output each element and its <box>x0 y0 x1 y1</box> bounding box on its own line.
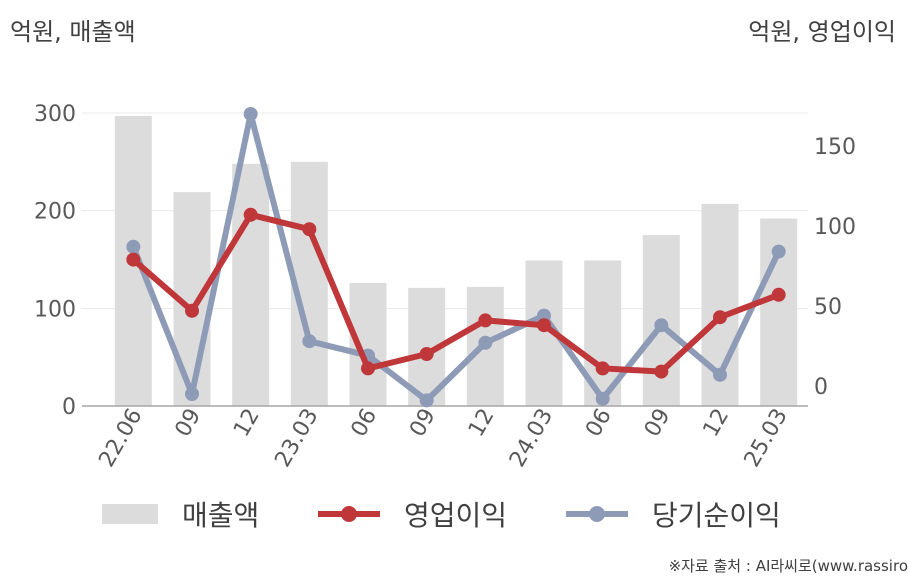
legend-swatch-revenue <box>102 504 158 524</box>
point-operating-profit <box>478 313 493 328</box>
point-net-profit <box>419 393 434 408</box>
right-tick-label: 150 <box>814 135 856 160</box>
point-operating-profit <box>361 361 375 376</box>
legend-swatch-operating-profit <box>318 504 380 524</box>
point-operating-profit <box>243 207 258 222</box>
chart-legend: 매출액 영업이익 당기순이익 <box>0 492 908 536</box>
right-tick-label: 0 <box>814 375 828 400</box>
line-net-profit <box>130 111 782 404</box>
x-tick-label: 12 <box>464 405 500 442</box>
point-net-profit <box>595 391 610 406</box>
x-tick-label: 25.03 <box>740 405 793 472</box>
point-operating-profit <box>654 364 669 379</box>
point-operating-profit <box>537 318 551 333</box>
x-tick-label: 06 <box>347 405 383 442</box>
point-operating-profit <box>302 222 317 237</box>
legend-item-operating-profit: 영업이익 <box>318 492 507 536</box>
x-tick-label: 09 <box>405 405 441 442</box>
point-net-profit <box>713 367 727 382</box>
x-tick-label: 09 <box>640 405 676 442</box>
left-tick-label: 0 <box>62 395 76 420</box>
point-operating-profit <box>771 287 786 302</box>
x-tick-label: 22.06 <box>94 405 147 472</box>
legend-item-net-profit: 당기순이익 <box>566 492 781 536</box>
legend-label-operating-profit: 영업이익 <box>404 499 508 532</box>
left-axis-unit: 억원, 매출액 <box>10 18 136 46</box>
legend-label-revenue: 매출액 <box>182 499 260 532</box>
point-operating-profit <box>419 347 434 361</box>
point-net-profit <box>537 308 551 323</box>
point-net-profit <box>654 318 669 333</box>
right-tick-label: 100 <box>814 215 856 240</box>
point-net-profit <box>478 335 493 350</box>
line-operating-profit <box>130 211 782 375</box>
point-operating-profit <box>595 361 610 376</box>
source-note: ※자료 출처 : AI라씨로(www.rassiro <box>668 557 908 575</box>
x-tick-label: 24.03 <box>505 405 558 472</box>
x-tick-label: 12 <box>229 405 265 442</box>
point-operating-profit <box>713 310 727 325</box>
point-net-profit <box>771 244 786 259</box>
legend-label-net-profit: 당기순이익 <box>652 499 781 532</box>
point-net-profit <box>185 387 199 401</box>
point-operating-profit <box>185 303 199 318</box>
legend-item-revenue: 매출액 <box>102 492 259 536</box>
point-net-profit <box>126 239 141 254</box>
right-tick-label: 50 <box>814 295 842 320</box>
point-net-profit <box>243 107 258 121</box>
left-tick-label: 300 <box>34 102 76 127</box>
x-tick-label: 23.03 <box>270 405 323 472</box>
left-tick-label: 200 <box>34 200 76 225</box>
point-net-profit <box>302 334 317 349</box>
right-axis-unit: 억원, 영업이익 <box>748 18 896 46</box>
point-operating-profit <box>126 252 141 267</box>
left-tick-label: 100 <box>34 297 76 322</box>
x-tick-label: 12 <box>699 405 735 442</box>
x-tick-label: 06 <box>581 405 617 442</box>
legend-swatch-net-profit <box>566 504 628 524</box>
bar-revenue <box>232 163 270 406</box>
x-tick-label: 09 <box>171 405 207 442</box>
